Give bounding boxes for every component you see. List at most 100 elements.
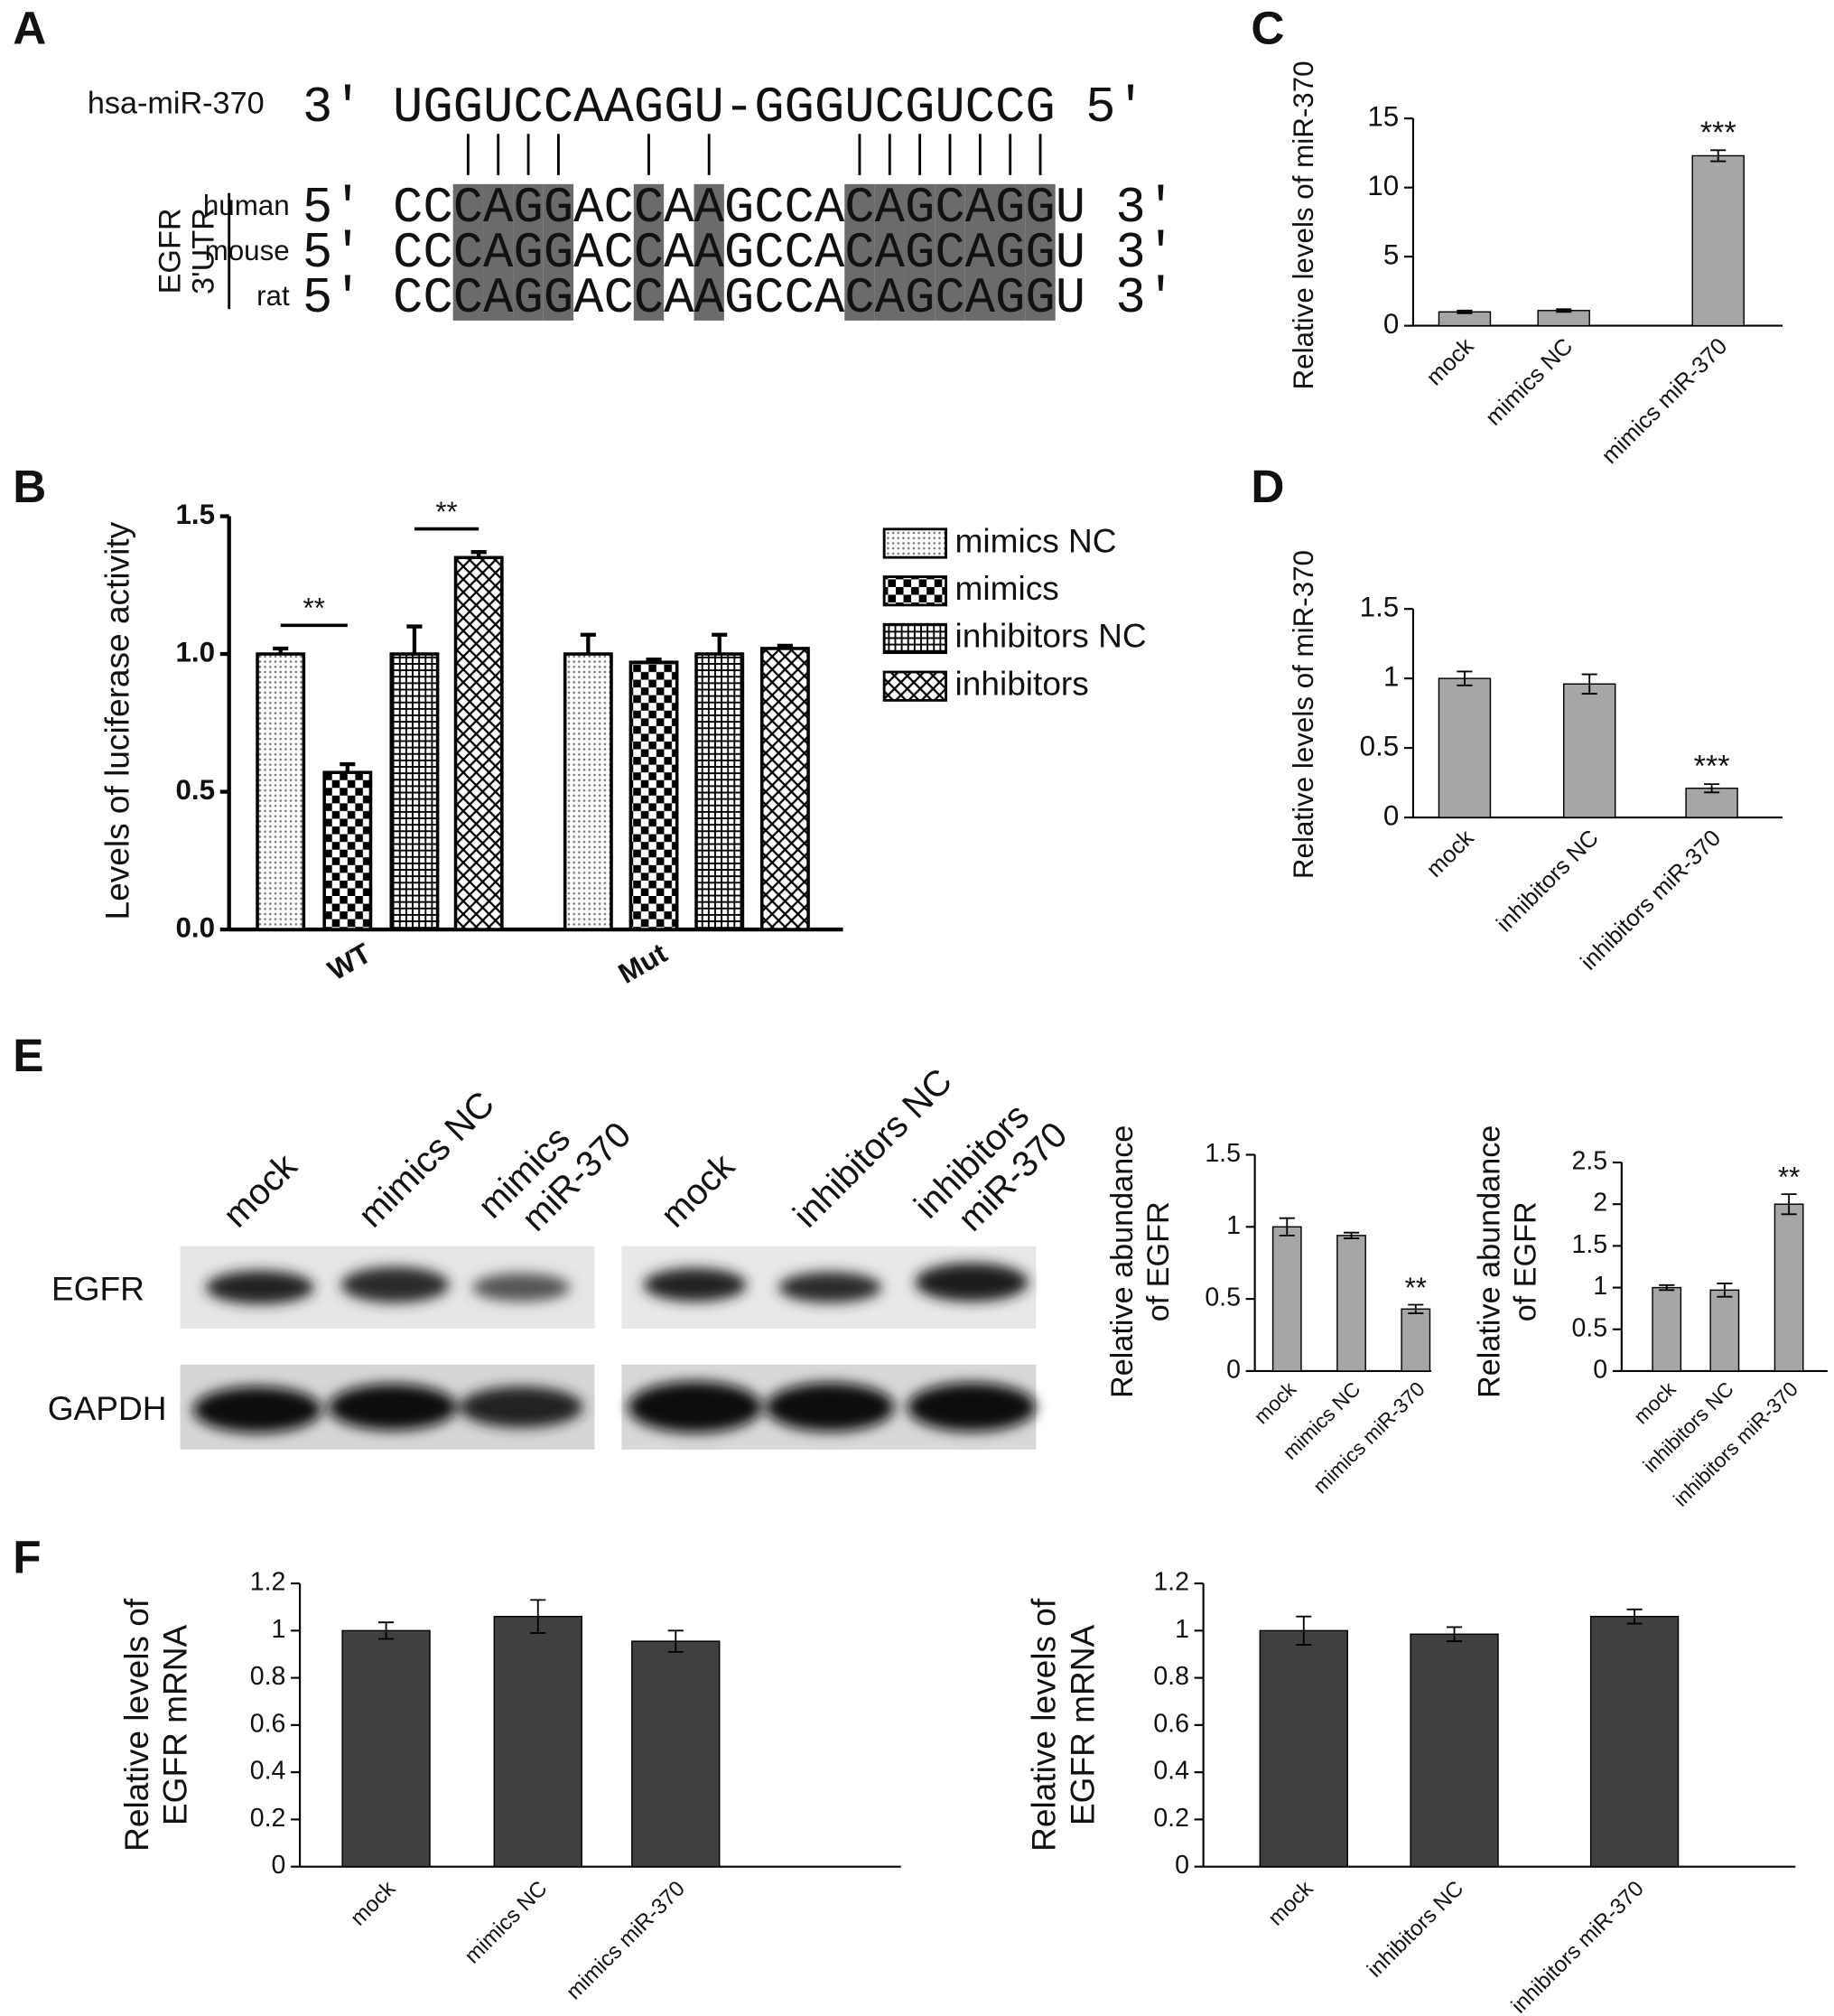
mirna-seq: 3' UGGUCCAAGGU-GGGUCGUCCG 5' <box>303 79 1146 136</box>
bar <box>1336 1235 1366 1372</box>
y-tick-label: 0 <box>1593 1355 1607 1384</box>
y-tick-label: 0 <box>272 1851 286 1880</box>
highlights <box>452 134 1056 321</box>
legend-label: mimics NC <box>955 521 1117 559</box>
panel-label: D <box>1251 461 1284 512</box>
bands <box>192 1263 1037 1433</box>
bar <box>1259 1629 1348 1868</box>
bar <box>256 652 306 931</box>
highlight <box>935 183 965 321</box>
error-bar <box>1457 670 1473 686</box>
y-tick-label: 1.5 <box>175 499 215 530</box>
significance-label: *** <box>1700 116 1736 150</box>
bar <box>1438 677 1492 818</box>
x-tick-label: mock <box>1421 333 1478 390</box>
x-tick-label: inhibitors NC <box>1492 826 1604 938</box>
significance-label: ** <box>435 496 457 527</box>
y-tick-label: 1 <box>1383 660 1399 692</box>
y-tick-label: 1 <box>1593 1272 1607 1301</box>
x-tick-label: mimics miR-370 <box>562 1876 690 2004</box>
y-tick-label: 0.4 <box>250 1757 286 1786</box>
legend-swatch <box>882 670 947 702</box>
error-bar <box>1343 1231 1360 1239</box>
panel-label: F <box>13 1532 41 1583</box>
bar <box>631 1640 721 1868</box>
error-bar <box>406 624 423 655</box>
y-axis-label: Relative abundance <box>1472 1125 1506 1398</box>
x-tick-label: mock <box>346 1876 401 1931</box>
x-tick-label: mimics NC <box>461 1876 553 1968</box>
panel-label: A <box>13 2 46 53</box>
x-tick-label: mimics miR-370 <box>1308 1377 1429 1498</box>
y-tick-label: 1.5 <box>1360 591 1400 622</box>
error-bar <box>1704 783 1720 794</box>
highlight <box>694 183 724 321</box>
bar <box>1709 1289 1740 1372</box>
highlight <box>844 183 875 321</box>
highlight <box>483 183 514 321</box>
lane-label: mimics NC <box>351 1084 502 1235</box>
y-axis-label: of EGFR <box>1508 1201 1542 1321</box>
highlight <box>1025 183 1056 321</box>
y-tick-label: 0.2 <box>250 1804 286 1833</box>
utr-seq: 5' CCCAGGACCAAGCCACAGCAGGU 3' <box>303 225 1176 282</box>
y-axis-label: EGFR mRNA <box>1063 1624 1101 1825</box>
y-tick-label: 1 <box>1226 1211 1241 1240</box>
legend-label: mimics <box>955 569 1059 607</box>
bar <box>563 652 613 931</box>
species: human <box>203 190 290 221</box>
error-bar <box>1710 149 1727 163</box>
error-bar <box>1296 1615 1312 1646</box>
y-axis-label: Relative abundance <box>1105 1125 1140 1398</box>
band <box>340 1266 450 1303</box>
error-bar <box>580 632 596 655</box>
error-bar <box>1717 1283 1733 1298</box>
y-tick-label: 0.0 <box>175 911 215 943</box>
blot-row-label: GAPDH <box>48 1389 167 1427</box>
lane-label: mock <box>654 1146 743 1236</box>
y-tick-label: 0 <box>1383 308 1399 340</box>
y-tick-label: 0.5 <box>175 774 215 806</box>
band <box>459 1386 583 1428</box>
error-bar <box>378 1621 395 1640</box>
y-axis-label: Levels of luciferase activity <box>98 521 136 919</box>
y-tick-label: 1 <box>1175 1615 1189 1644</box>
highlight <box>452 183 484 321</box>
bar <box>389 652 440 931</box>
x-tick-label: mimics miR-370 <box>1597 333 1733 469</box>
gene-label: EGFR <box>154 208 188 294</box>
y-tick-label: 0.6 <box>1153 1709 1189 1738</box>
bar <box>1691 154 1745 327</box>
species: mouse <box>205 235 290 266</box>
y-tick-label: 1.2 <box>250 1568 286 1597</box>
error-bar <box>1626 1608 1643 1625</box>
band <box>778 1272 882 1303</box>
y-tick-label: 0.6 <box>250 1709 286 1738</box>
y-tick-label: 5 <box>1383 238 1399 270</box>
highlight <box>904 183 936 321</box>
y-axis-label: EGFR mRNA <box>156 1624 194 1825</box>
species: rat <box>256 280 290 312</box>
bar <box>493 1615 582 1868</box>
y-tick-label: 0.8 <box>250 1662 286 1691</box>
y-tick-label: 1 <box>272 1615 286 1644</box>
band <box>206 1270 314 1304</box>
legend-swatch <box>882 622 947 655</box>
y-axis-label: Relative levels of <box>1025 1598 1063 1852</box>
band <box>766 1382 895 1432</box>
error-bar <box>273 646 289 655</box>
significance-label: *** <box>1694 750 1730 784</box>
y-tick-label: 0.5 <box>1572 1313 1608 1342</box>
band <box>192 1386 322 1433</box>
bar <box>1773 1203 1804 1372</box>
panel-label: E <box>13 1030 43 1081</box>
utr-seq: 5' CCCAGGACCAAGCCACAGCAGGU 3' <box>303 180 1176 237</box>
error-bar <box>646 658 662 663</box>
error-bar <box>1556 308 1572 313</box>
panel-letters: A B C D E F <box>13 2 1284 1582</box>
error-bar <box>777 643 793 649</box>
error-bar <box>340 761 356 773</box>
